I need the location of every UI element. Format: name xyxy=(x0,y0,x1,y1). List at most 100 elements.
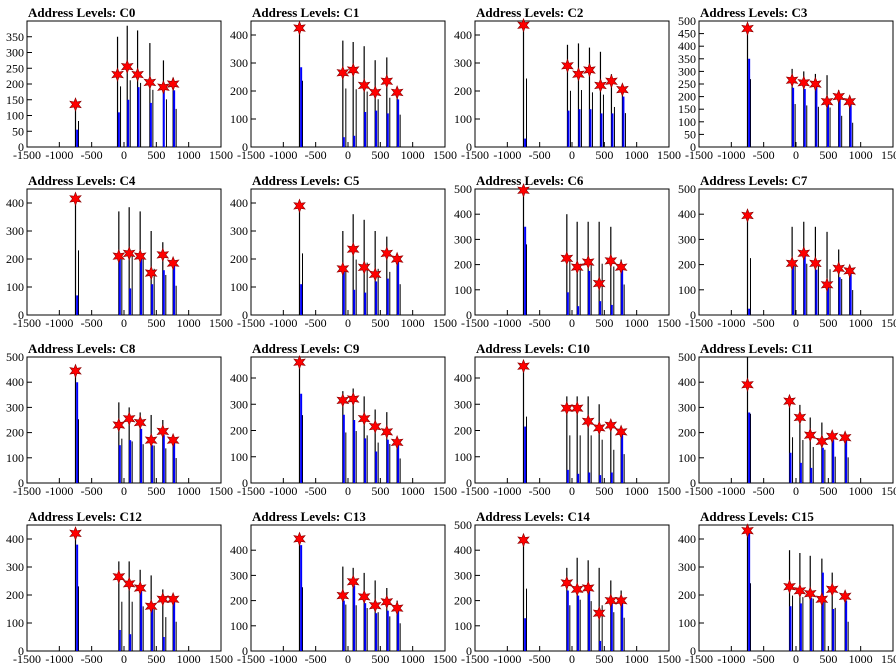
x-tick-label: -1000 xyxy=(269,148,297,162)
y-tick-label: 150 xyxy=(678,102,696,116)
x-tick-label: -500 xyxy=(305,148,327,162)
x-tick-label: 1500 xyxy=(209,652,233,666)
star-marker xyxy=(581,254,595,270)
plot-frame xyxy=(474,188,670,316)
x-tick-label: -1000 xyxy=(493,484,521,498)
x-tick-label: 0 xyxy=(121,148,127,162)
y-tick-label: 50 xyxy=(684,127,696,141)
x-tick-label: -1500 xyxy=(237,148,265,162)
plot-frame xyxy=(26,524,222,652)
y-tick-label: 0 xyxy=(466,644,472,658)
y-tick-label: 300 xyxy=(454,568,472,582)
star-marker xyxy=(166,76,180,92)
star-marker xyxy=(112,569,126,585)
y-tick-label: 200 xyxy=(230,594,248,608)
x-tick-label: -500 xyxy=(305,652,327,666)
star-marker xyxy=(570,581,584,597)
y-tick-label: 500 xyxy=(6,350,24,364)
plot-frame xyxy=(26,20,222,148)
chart-panel: Address Levels: C1 0 100 200 300 400 -1500 -100… xyxy=(230,5,457,162)
star-marker xyxy=(336,261,350,277)
chart-title: Address Levels: C3 xyxy=(700,5,808,20)
x-tick-label: -1000 xyxy=(45,652,73,666)
y-tick-label: 300 xyxy=(230,397,248,411)
chart-panel: Address Levels: C9 0 100 200 300 400 -1500 -100… xyxy=(230,341,457,498)
star-marker xyxy=(570,400,584,416)
star-marker xyxy=(346,391,360,407)
star-marker xyxy=(346,241,360,257)
star-marker xyxy=(604,417,618,433)
y-tick-label: 400 xyxy=(454,371,472,385)
y-tick-label: 0 xyxy=(18,644,24,658)
chart-panel: Address Levels: C12 0 100 200 300 400 -1500 -10… xyxy=(6,509,233,666)
x-tick-label: 0 xyxy=(345,484,351,498)
star-marker xyxy=(797,75,811,91)
chart-title: Address Levels: C7 xyxy=(700,173,808,188)
y-tick-label: 0 xyxy=(466,476,472,490)
x-tick-label: 1500 xyxy=(433,148,457,162)
chart-panel: Address Levels: C30501001502002503003504… xyxy=(678,5,896,162)
chart-panel: Address Levels: C13 0 100 200 300 400 -1500 -10… xyxy=(230,509,457,666)
star-marker xyxy=(605,73,618,89)
star-marker xyxy=(122,411,136,427)
chart-title: Address Levels: C1 xyxy=(252,5,359,20)
star-marker xyxy=(69,97,82,112)
star-marker xyxy=(517,358,530,374)
x-tick-label: 500 xyxy=(147,316,165,330)
x-tick-label: 500 xyxy=(371,484,389,498)
star-marker xyxy=(390,251,404,267)
y-tick-label: 200 xyxy=(678,90,696,104)
x-tick-label: 1500 xyxy=(209,484,233,498)
x-tick-label: -500 xyxy=(305,316,327,330)
x-tick-label: -500 xyxy=(753,484,775,498)
star-marker xyxy=(293,531,306,547)
y-tick-label: 200 xyxy=(454,594,472,608)
chart-panel: Address Levels: C2 0 100 200 300 400 -1500 -100… xyxy=(454,5,681,162)
star-marker xyxy=(357,411,371,427)
star-marker xyxy=(368,598,382,613)
star-marker xyxy=(380,424,394,440)
chart-title: Address Levels: C2 xyxy=(476,5,583,20)
chart-panel: Address Levels: C10 0 100 200 300 400 -1500 -10… xyxy=(454,341,681,498)
chart-panel: Address Levels: C70100200300400500-1500-… xyxy=(678,173,896,330)
star-marker xyxy=(380,594,394,610)
x-tick-label: -1500 xyxy=(461,148,489,162)
y-tick-label: 0 xyxy=(242,476,248,490)
x-tick-label: -1500 xyxy=(237,316,265,330)
x-tick-label: 1500 xyxy=(657,148,681,162)
x-tick-label: -1000 xyxy=(45,148,73,162)
x-tick-label: 0 xyxy=(345,148,351,162)
star-marker xyxy=(380,73,394,89)
star-marker xyxy=(843,263,857,279)
star-marker xyxy=(357,78,371,93)
x-tick-label: -500 xyxy=(529,484,551,498)
y-tick-label: 0 xyxy=(242,140,248,154)
y-tick-label: 400 xyxy=(230,371,248,385)
x-tick-label: 1000 xyxy=(849,148,873,162)
x-tick-label: -1500 xyxy=(13,652,41,666)
y-tick-label: 200 xyxy=(6,77,24,91)
x-tick-label: 1000 xyxy=(625,652,649,666)
y-tick-label: 200 xyxy=(230,252,248,266)
y-tick-label: 300 xyxy=(454,56,472,70)
y-tick-label: 300 xyxy=(678,232,696,246)
y-tick-label: 300 xyxy=(6,400,24,414)
chart-title: Address Levels: C14 xyxy=(476,509,590,524)
star-marker xyxy=(368,267,382,282)
star-marker xyxy=(741,377,754,393)
y-tick-label: 400 xyxy=(454,543,472,557)
x-tick-label: 500 xyxy=(147,484,165,498)
x-tick-label: 1500 xyxy=(881,484,896,498)
star-marker xyxy=(809,76,822,92)
plot-frame xyxy=(474,356,670,484)
x-tick-label: -500 xyxy=(529,148,551,162)
y-tick-label: 300 xyxy=(6,224,24,238)
x-tick-label: -1000 xyxy=(493,148,521,162)
star-marker xyxy=(120,59,134,75)
y-tick-label: 400 xyxy=(454,207,472,221)
y-tick-label: 300 xyxy=(230,56,248,70)
x-tick-label: 1500 xyxy=(657,484,681,498)
x-tick-label: -1000 xyxy=(269,652,297,666)
x-tick-label: -1000 xyxy=(493,316,521,330)
y-tick-label: 300 xyxy=(454,232,472,246)
